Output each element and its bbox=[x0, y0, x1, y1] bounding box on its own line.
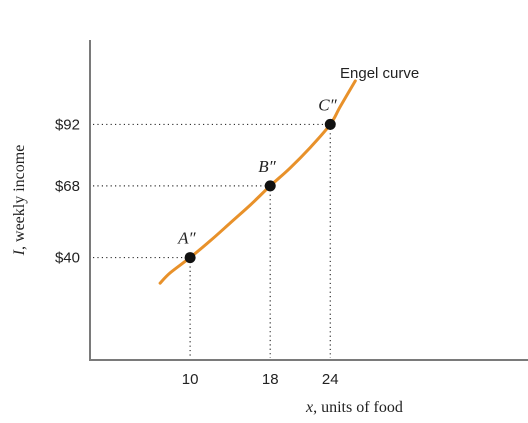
x-axis-variable: x bbox=[305, 399, 313, 416]
x-tick-18: 18 bbox=[262, 371, 279, 388]
data-points bbox=[184, 118, 336, 264]
point-labels: A″ B″ C″ bbox=[177, 95, 337, 247]
point-a bbox=[184, 252, 196, 264]
y-tick-labels: $40 $68 $92 bbox=[55, 116, 80, 266]
x-tick-labels: 10 18 24 bbox=[182, 371, 339, 388]
x-axis-label: x, units of food bbox=[305, 399, 403, 416]
y-tick-92: $92 bbox=[55, 116, 80, 133]
engel-curve-label: Engel curve bbox=[340, 65, 419, 82]
x-tick-10: 10 bbox=[182, 371, 199, 388]
y-axis-label-text: , weekly income bbox=[11, 145, 28, 250]
point-c bbox=[324, 118, 336, 130]
point-label-b: B″ bbox=[258, 157, 276, 176]
point-label-a: A″ bbox=[177, 229, 196, 248]
dotted-guide-lines bbox=[93, 123, 331, 358]
point-label-c: C″ bbox=[318, 95, 337, 114]
point-b bbox=[264, 180, 276, 192]
y-tick-40: $40 bbox=[55, 250, 80, 267]
y-axis-variable: I bbox=[11, 249, 28, 256]
x-tick-24: 24 bbox=[322, 371, 339, 388]
x-axis-label-text: , units of food bbox=[313, 399, 403, 416]
y-axis-label: I, weekly income bbox=[11, 145, 28, 257]
y-tick-68: $68 bbox=[55, 178, 80, 195]
